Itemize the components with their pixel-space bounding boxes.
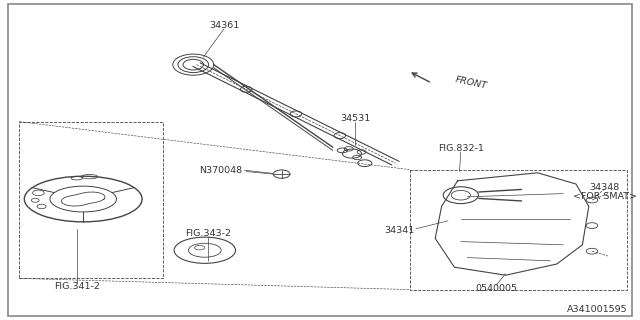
Text: 34361: 34361: [209, 21, 239, 30]
Text: FIG.341-2: FIG.341-2: [54, 282, 100, 291]
Text: 0540005: 0540005: [475, 284, 517, 293]
Text: FIG.343-2: FIG.343-2: [185, 229, 231, 238]
Text: 34348: 34348: [589, 183, 620, 192]
Text: 34531: 34531: [340, 114, 371, 123]
Text: N370048: N370048: [199, 166, 242, 175]
Text: FRONT: FRONT: [454, 76, 488, 91]
Text: FIG.832-1: FIG.832-1: [438, 144, 484, 153]
Text: 34341: 34341: [385, 226, 415, 235]
Text: <FOR SMAT>: <FOR SMAT>: [573, 192, 637, 201]
Text: A341001595: A341001595: [566, 305, 627, 314]
